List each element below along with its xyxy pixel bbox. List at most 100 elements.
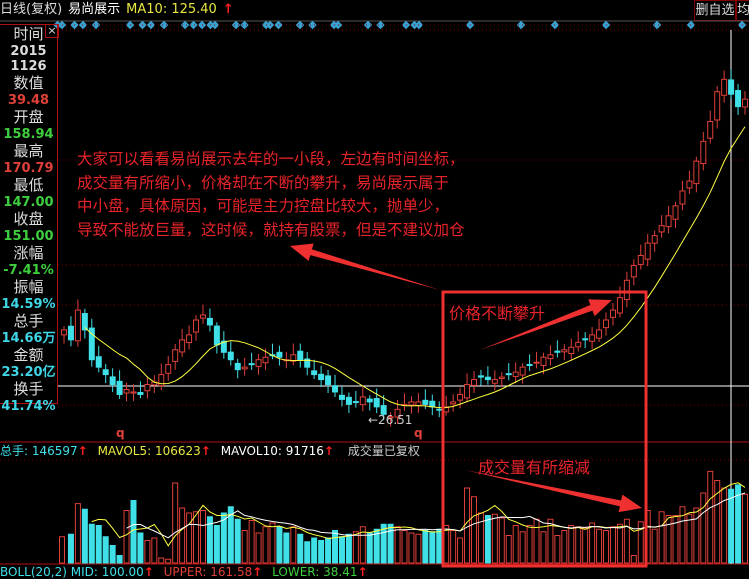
volume-bar	[234, 518, 241, 564]
info-value: 1126	[10, 59, 47, 74]
candle-body	[311, 370, 318, 376]
volume-bar	[401, 530, 408, 564]
volume-bar	[102, 536, 109, 564]
arrow-up-icon: ↑	[357, 565, 368, 579]
volume-bar	[429, 531, 436, 564]
volume-bar	[304, 541, 311, 564]
candle-body	[728, 79, 735, 95]
volume-bar	[276, 526, 283, 564]
volume-bar	[561, 530, 568, 564]
candle-body	[603, 319, 610, 329]
volume-bar	[436, 528, 443, 564]
candle-body	[519, 366, 526, 376]
candle-body	[533, 361, 540, 364]
candle-body	[693, 160, 700, 185]
candle-body	[429, 400, 436, 408]
candle-body	[505, 373, 512, 376]
close-icon[interactable]: ×	[45, 24, 59, 38]
volume-bar	[325, 537, 332, 564]
volume-bar	[352, 531, 359, 564]
candle-body	[665, 215, 672, 228]
candle-body	[436, 408, 443, 411]
candle-body	[206, 317, 213, 326]
volume-bar	[658, 511, 665, 564]
candle-body	[630, 264, 637, 278]
volume-bar	[596, 528, 603, 564]
annotation-line: 成交量有所缩小，价格却在不断的攀升，易尚展示属于	[77, 173, 450, 192]
candle-body	[109, 376, 116, 386]
candle-body	[616, 297, 623, 314]
info-label: 时间	[13, 25, 44, 43]
volume-bar	[241, 530, 248, 564]
candle-body	[387, 416, 394, 419]
candle-body	[95, 356, 102, 368]
period-label[interactable]: 日线(复权)	[0, 2, 63, 17]
volume-bar	[290, 526, 297, 564]
volume-bar	[519, 531, 526, 564]
info-label: 数值	[13, 74, 44, 92]
stock-name: 易尚展示	[68, 2, 121, 17]
candle-body	[679, 190, 686, 205]
volume-bar	[700, 492, 707, 564]
volume-bar	[672, 515, 679, 564]
info-label: 最低	[13, 176, 44, 194]
candle-body	[199, 314, 206, 319]
candle-body	[651, 235, 658, 244]
candle-body	[686, 180, 693, 189]
volume-bar	[186, 512, 193, 564]
volume-bar	[603, 530, 610, 564]
info-value: -7.41%	[3, 263, 54, 278]
volume-bar	[589, 522, 596, 564]
signal-diamond	[363, 20, 373, 30]
volume-bar	[59, 536, 65, 564]
candle-body	[596, 329, 603, 339]
volume-shrink-note: 成交量有所缩减	[478, 458, 591, 477]
volume-bar	[380, 523, 387, 564]
arrow-up-icon: ↑	[143, 565, 154, 579]
volume-bar	[693, 507, 700, 564]
candle-body	[644, 242, 651, 260]
period-marker: q	[116, 426, 125, 440]
volume-bar	[67, 533, 74, 564]
total-volume: 总手: 146597	[0, 444, 78, 458]
volume-bar	[651, 528, 658, 564]
arrow-up-icon: ↑	[222, 2, 234, 17]
highlight-box	[441, 290, 648, 568]
volume-bar	[199, 510, 206, 564]
volume-bar	[721, 487, 728, 564]
candle-body	[234, 362, 241, 371]
candle-body	[470, 379, 477, 386]
candle-body	[658, 225, 665, 233]
info-value: 14.66万	[1, 331, 56, 346]
candle-body	[609, 309, 616, 318]
mavol5: MAVOL5: 106623	[97, 444, 201, 458]
volume-bar	[394, 526, 401, 564]
volume-bar	[373, 528, 380, 564]
candle-body	[193, 319, 200, 333]
info-value: 151.00	[3, 229, 54, 244]
candle-body	[484, 376, 491, 381]
signal-diamond	[686, 20, 696, 30]
info-label: 涨幅	[13, 244, 44, 262]
candle-body	[589, 334, 596, 342]
volume-bar	[714, 480, 721, 564]
info-value: 14.59%	[1, 297, 56, 312]
volume-bar	[547, 518, 554, 564]
volume-bar	[81, 508, 88, 564]
candle-body	[81, 313, 88, 331]
info-value: 170.79	[3, 161, 54, 176]
candle-body	[248, 363, 255, 366]
signal-diamond	[414, 20, 424, 30]
candle-body	[297, 350, 304, 361]
volume-bar	[144, 540, 151, 564]
volume-bar	[533, 518, 540, 564]
volume-bar	[220, 512, 227, 564]
candle-body	[255, 359, 262, 367]
candle-body	[67, 325, 74, 341]
volume-bar	[318, 540, 325, 564]
volume-bar	[568, 525, 575, 564]
candle-body	[422, 399, 429, 405]
volume-bar	[151, 537, 158, 564]
volume-bar	[165, 558, 172, 564]
